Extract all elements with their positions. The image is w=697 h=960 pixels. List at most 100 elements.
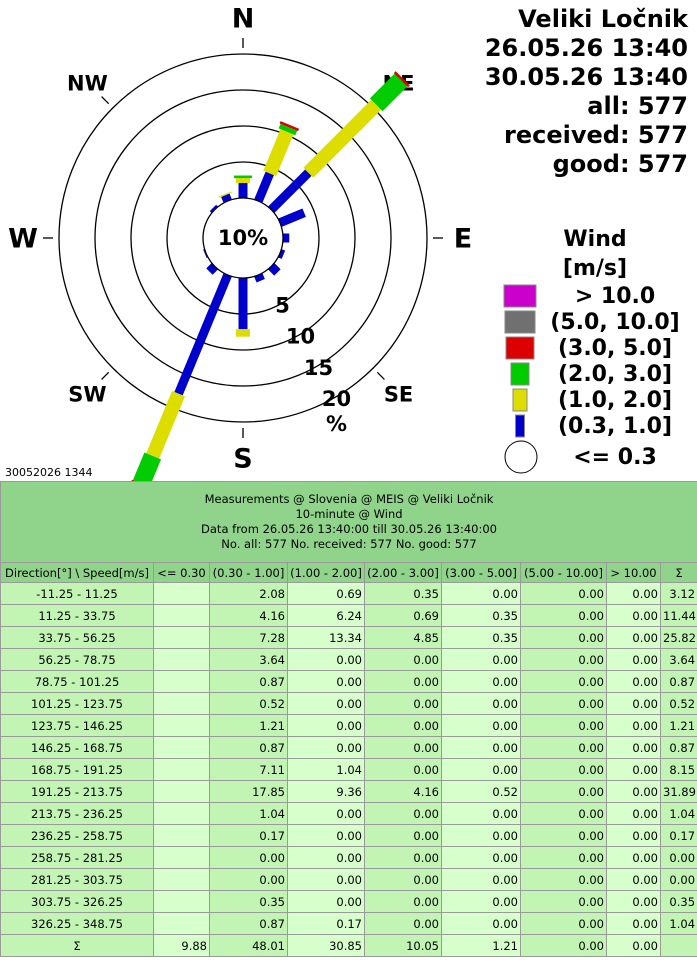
table-cell: 0.00	[364, 824, 442, 847]
table-header: Measurements @ Slovenia @ MEIS @ Veliki …	[0, 481, 697, 563]
table-cell: 0.00	[520, 714, 607, 737]
table-cell	[153, 714, 210, 737]
direction-label: N	[232, 4, 255, 35]
table-cell: 4.16	[209, 604, 288, 627]
table-cell: 0.00	[520, 758, 607, 781]
table-cell	[153, 692, 210, 715]
legend-label: (0.3, 1.0]	[558, 414, 672, 439]
table-cell	[153, 868, 210, 891]
table-cell	[153, 780, 210, 803]
legend-swatch	[504, 310, 536, 334]
table-row: 123.75 - 146.25 1.21 0.00 0.00 0.00 0.00 0.00 1…	[0, 714, 697, 737]
direction-label: SW	[68, 383, 106, 407]
ring	[58, 53, 428, 423]
table-row: 258.75 - 281.25 0.00 0.00 0.00 0.00 0.00 0.00 0…	[0, 846, 697, 869]
legend-label: (5.0, 10.0]	[550, 310, 679, 335]
table-cell: 13.34	[287, 626, 365, 649]
table-row: 213.75 - 236.25 1.04 0.00 0.00 0.00 0.00 0.00 1…	[0, 802, 697, 825]
column-header: (3.00 - 5.00]	[441, 562, 521, 583]
legend-swatch	[515, 414, 525, 438]
table-cell: 0.00	[287, 802, 365, 825]
table-cell: 7.28	[209, 626, 288, 649]
table-cell	[153, 912, 210, 935]
table-cell: 0.00	[364, 648, 442, 671]
table-cell: 0.00	[287, 714, 365, 737]
table-row: 101.25 - 123.75 0.52 0.00 0.00 0.00 0.00 0.00 0…	[0, 692, 697, 715]
ring-label: 10	[286, 325, 315, 349]
rose-segment	[393, 71, 410, 88]
direction-tick	[101, 371, 110, 380]
table-cell: 0.00	[364, 714, 442, 737]
table-cell	[153, 604, 210, 627]
rose-segment	[369, 73, 408, 112]
date-from: 26.05.26 13:40	[485, 34, 688, 62]
direction-cell: 146.25 - 168.75	[0, 736, 154, 759]
table-cell: 4.16	[364, 780, 442, 803]
table-cell: 0.00	[364, 868, 442, 891]
direction-cell: 168.75 - 191.25	[0, 758, 154, 781]
legend-label: (3.0, 5.0]	[558, 336, 672, 361]
table-row: 78.75 - 101.25 0.87 0.00 0.00 0.00 0.00 0.00 0.…	[0, 670, 697, 693]
table-cell	[153, 736, 210, 759]
rose-segment	[238, 278, 248, 330]
table-cell	[153, 802, 210, 825]
legend-swatch	[505, 336, 535, 360]
legend-label: (1.0, 2.0]	[558, 388, 672, 413]
table-cell: 0.00	[606, 736, 661, 759]
table-cell: 0.00	[520, 692, 607, 715]
table-cell: 0.87	[209, 912, 288, 935]
table-cell	[153, 648, 210, 671]
column-header: (0.30 - 1.00]	[209, 562, 288, 583]
direction-tick	[101, 96, 110, 105]
rose-segment	[209, 204, 218, 213]
rose-segment	[268, 263, 281, 276]
table-cell: 0.00	[209, 846, 288, 869]
table-cell: 0.00	[520, 802, 607, 825]
direction-cell: 11.25 - 33.75	[0, 604, 154, 627]
table-cell: 0.00	[441, 736, 521, 759]
rose-segment	[146, 391, 185, 459]
table-cell: 0.00	[606, 802, 661, 825]
legend-swatch	[503, 284, 537, 308]
table-cell: 8.15	[659, 758, 697, 781]
rose-segment	[278, 123, 298, 136]
count-received: received: 577	[504, 121, 688, 149]
table-cell: 0.00	[606, 780, 661, 803]
table-cell: 0.35	[659, 890, 697, 913]
table-cell: 0.00	[520, 868, 607, 891]
table-cell: 30.85	[287, 934, 365, 957]
column-header: > 10.00	[606, 562, 661, 583]
table-cell: 0.00	[520, 846, 607, 869]
legend-label: > 10.0	[575, 284, 655, 309]
table-cell: 0.00	[364, 846, 442, 869]
rose-segment	[238, 183, 248, 198]
column-header: <= 0.30	[153, 562, 210, 583]
table-cell: 1.04	[659, 912, 697, 935]
header-line: Data from 26.05.26 13:40:00 till 30.05.2…	[201, 522, 497, 536]
table-cell: 0.00	[606, 648, 661, 671]
direction-cell: 213.75 - 236.25	[0, 802, 154, 825]
table-cell: 0.52	[441, 780, 521, 803]
legend-calm	[504, 440, 538, 474]
table-cell: 0.00	[441, 868, 521, 891]
table-cell: 0.00	[606, 670, 661, 693]
table-cell: 0.00	[606, 824, 661, 847]
table-cell: 0.00	[606, 868, 661, 891]
rose-segment	[278, 249, 286, 259]
table-cell: 0.00	[364, 912, 442, 935]
table-cell: 0.00	[520, 912, 607, 935]
rose-segment	[221, 193, 232, 203]
direction-label: SE	[384, 383, 413, 407]
legend-swatch	[512, 388, 528, 412]
table-cell: 0.00	[520, 648, 607, 671]
table-cell	[153, 824, 210, 847]
rose-segment	[303, 99, 382, 178]
rose-segment	[263, 129, 294, 177]
table-cell: 0.00	[606, 692, 661, 715]
table-cell: 0.00	[287, 824, 365, 847]
table-cell: 0.35	[209, 890, 288, 913]
column-header: (5.00 - 10.00]	[520, 562, 607, 583]
table-cell: 0.00	[441, 758, 521, 781]
table-cell: 0.00	[441, 670, 521, 693]
table-cell: 0.00	[520, 934, 607, 957]
